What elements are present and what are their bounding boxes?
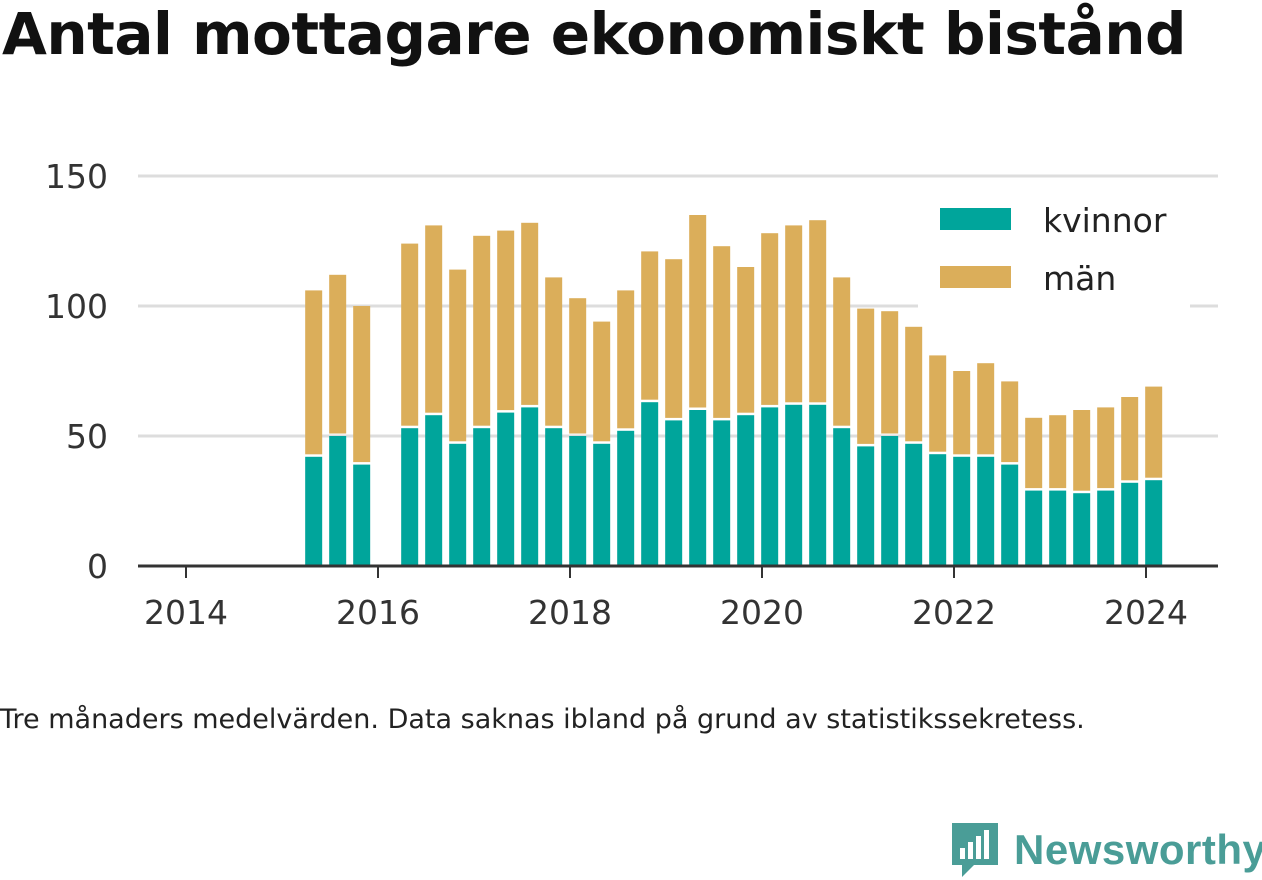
bar-kvinnor-26 bbox=[953, 456, 971, 566]
bar-man-14 bbox=[665, 259, 683, 418]
legend-swatch-man bbox=[940, 266, 1011, 288]
y-tick-label-0: 0 bbox=[87, 547, 108, 586]
bar-kvinnor-15 bbox=[689, 410, 707, 566]
brand-logo: Newsworthy bbox=[950, 820, 1262, 880]
bar-kvinnor-8 bbox=[521, 407, 539, 566]
bar-kvinnor-2 bbox=[353, 464, 371, 566]
bar-man-5 bbox=[449, 269, 467, 442]
bar-kvinnor-19 bbox=[785, 404, 803, 566]
newsworthy-logo-icon bbox=[952, 823, 998, 877]
bar-kvinnor-13 bbox=[641, 402, 659, 566]
bar-man-22 bbox=[857, 308, 875, 444]
legend-label-man: män bbox=[1043, 259, 1116, 298]
bar-man-27 bbox=[977, 363, 995, 455]
x-tick-label-2014: 2014 bbox=[144, 593, 228, 632]
bar-man-0 bbox=[305, 290, 323, 455]
bar-man-3 bbox=[401, 243, 419, 426]
bar-kvinnor-27 bbox=[977, 456, 995, 566]
y-tick-label-100: 100 bbox=[45, 287, 108, 326]
bar-man-6 bbox=[473, 235, 491, 426]
bar-man-19 bbox=[785, 225, 803, 403]
bar-kvinnor-0 bbox=[305, 456, 323, 566]
x-tick-label-2018: 2018 bbox=[528, 593, 612, 632]
x-tick-label-2024: 2024 bbox=[1104, 593, 1188, 632]
bar-kvinnor-6 bbox=[473, 428, 491, 566]
bar-man-23 bbox=[881, 311, 899, 434]
bar-man-30 bbox=[1049, 415, 1067, 489]
bar-kvinnor-31 bbox=[1073, 493, 1091, 566]
bar-kvinnor-25 bbox=[929, 454, 947, 566]
bar-kvinnor-22 bbox=[857, 446, 875, 566]
stacked-bar-chart: 0 50 100 150 2014 2016 2018 2020 2022 2024 kvinn… bbox=[45, 157, 1218, 632]
bar-man-29 bbox=[1025, 417, 1043, 489]
bar-kvinnor-28 bbox=[1001, 464, 1019, 566]
bar-man-20 bbox=[809, 220, 827, 403]
bar-kvinnor-12 bbox=[617, 430, 635, 566]
chart-title: Antal mottagare ekonomiskt bistånd bbox=[2, 0, 1187, 68]
y-tick-label-150: 150 bbox=[45, 157, 108, 196]
bar-kvinnor-21 bbox=[833, 428, 851, 566]
bar-man-7 bbox=[497, 230, 515, 411]
brand-name: Newsworthy bbox=[1014, 826, 1262, 873]
legend: kvinnor män bbox=[918, 188, 1190, 310]
bar-man-4 bbox=[425, 225, 443, 413]
bar-kvinnor-20 bbox=[809, 404, 827, 566]
bar-man-13 bbox=[641, 251, 659, 400]
bar-man-31 bbox=[1073, 410, 1091, 491]
y-tick-label-50: 50 bbox=[66, 417, 108, 456]
bar-man-34 bbox=[1145, 386, 1163, 478]
bar-kvinnor-33 bbox=[1121, 482, 1139, 566]
bar-man-18 bbox=[761, 233, 779, 405]
bar-kvinnor-34 bbox=[1145, 480, 1163, 566]
bar-kvinnor-23 bbox=[881, 436, 899, 566]
bar-man-24 bbox=[905, 326, 923, 442]
bar-man-9 bbox=[545, 277, 563, 426]
bar-kvinnor-7 bbox=[497, 412, 515, 566]
bar-kvinnor-9 bbox=[545, 428, 563, 566]
bar-man-17 bbox=[737, 267, 755, 413]
bar-kvinnor-3 bbox=[401, 428, 419, 566]
bar-kvinnor-24 bbox=[905, 443, 923, 566]
bar-kvinnor-29 bbox=[1025, 490, 1043, 566]
bar-man-25 bbox=[929, 355, 947, 452]
x-tick-label-2022: 2022 bbox=[912, 593, 996, 632]
bar-kvinnor-17 bbox=[737, 415, 755, 566]
bar-man-16 bbox=[713, 246, 731, 418]
bar-man-1 bbox=[329, 274, 347, 434]
bar-man-33 bbox=[1121, 397, 1139, 481]
bar-kvinnor-18 bbox=[761, 407, 779, 566]
bar-kvinnor-30 bbox=[1049, 490, 1067, 566]
footnote: Tre månaders medelvärden. Data saknas ib… bbox=[0, 704, 1085, 735]
bar-kvinnor-4 bbox=[425, 415, 443, 566]
bar-man-26 bbox=[953, 371, 971, 455]
bar-man-8 bbox=[521, 222, 539, 405]
bar-kvinnor-14 bbox=[665, 420, 683, 566]
bar-man-11 bbox=[593, 321, 611, 442]
x-tick-label-2016: 2016 bbox=[336, 593, 420, 632]
legend-swatch-kvinnor bbox=[940, 208, 1011, 230]
bars bbox=[305, 215, 1163, 566]
bar-kvinnor-32 bbox=[1097, 490, 1115, 566]
legend-label-kvinnor: kvinnor bbox=[1043, 201, 1167, 240]
bar-man-15 bbox=[689, 215, 707, 408]
bar-kvinnor-5 bbox=[449, 443, 467, 566]
bar-kvinnor-11 bbox=[593, 443, 611, 566]
bar-man-32 bbox=[1097, 407, 1115, 489]
axes: 2014 2016 2018 2020 2022 2024 bbox=[138, 564, 1218, 632]
bar-kvinnor-16 bbox=[713, 420, 731, 566]
bar-man-12 bbox=[617, 290, 635, 429]
x-tick-label-2020: 2020 bbox=[720, 593, 804, 632]
bar-man-10 bbox=[569, 298, 587, 434]
bar-kvinnor-10 bbox=[569, 436, 587, 566]
bar-man-21 bbox=[833, 277, 851, 426]
bar-man-28 bbox=[1001, 381, 1019, 463]
bar-man-2 bbox=[353, 306, 371, 463]
bar-kvinnor-1 bbox=[329, 436, 347, 566]
